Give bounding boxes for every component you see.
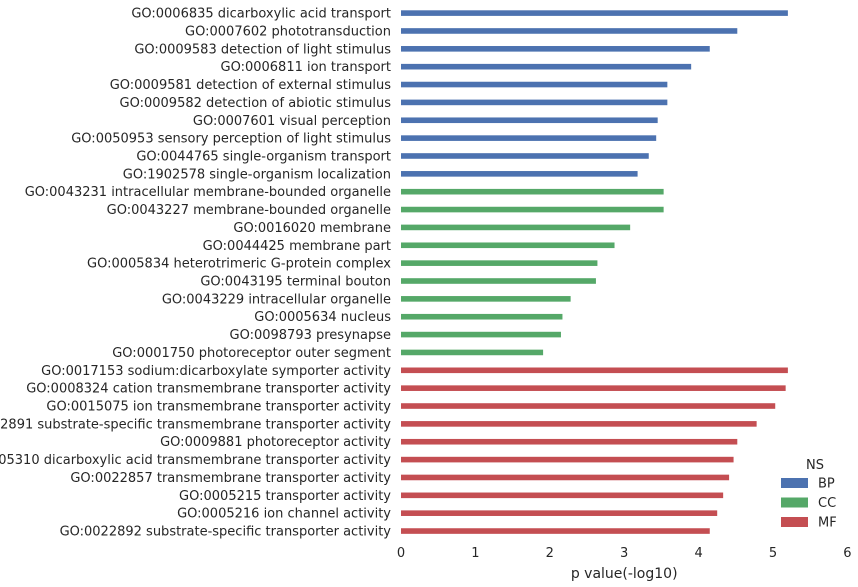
bar-mf	[401, 528, 710, 534]
bar-mf	[401, 367, 788, 374]
legend-label-mf: MF	[818, 516, 837, 531]
category-label: GO:0022892 substrate-specific transporte…	[60, 525, 392, 540]
category-label: GO:0008324 cation transmembrane transpor…	[26, 382, 391, 397]
bar-bp	[401, 81, 668, 88]
category-label: GO:0043231 intracellular membrane-bounde…	[25, 185, 391, 200]
category-label: GO:0016020 membrane	[233, 221, 391, 236]
category-label: GO:1902578 single-organism localization	[123, 167, 391, 182]
bar-bp	[401, 117, 658, 124]
category-label: GO:0007601 visual perception	[193, 114, 391, 129]
x-tick-label: 3	[620, 546, 628, 561]
category-label: GO:0007602 phototransduction	[185, 24, 391, 39]
bar-bp	[401, 46, 710, 52]
x-tick-label: 4	[694, 546, 702, 561]
bar-cc	[401, 331, 561, 338]
category-label: GO:0005634 nucleus	[254, 310, 391, 325]
bar-cc	[401, 278, 596, 284]
x-axis-ticks: 0 1 2 3 4 5 6	[397, 546, 852, 561]
category-label: GO:0009581 detection of external stimulu…	[110, 78, 392, 93]
bar-cc	[401, 349, 544, 356]
bar-bp	[401, 153, 649, 159]
x-axis-label: p value(-log10)	[571, 566, 678, 582]
category-label: GO:0043227 membrane-bounded organelle	[107, 203, 391, 218]
bar-mf	[401, 510, 718, 516]
category-label: GO:0044425 membrane part	[203, 239, 391, 254]
bar-bp	[401, 63, 692, 70]
legend-title: NS	[806, 458, 824, 473]
category-label: GO:0017153 sodium:dicarboxylate symporte…	[41, 364, 391, 379]
bar-mf	[401, 385, 786, 391]
bar-cc	[401, 224, 631, 231]
bar-cc	[401, 260, 598, 266]
legend-label-cc: CC	[818, 496, 836, 511]
bar-cc	[401, 206, 664, 213]
bar-mf	[401, 456, 734, 463]
legend-label-bp: BP	[818, 477, 835, 492]
category-label: GO:0005216 ion channel activity	[177, 507, 391, 522]
x-tick-label: 2	[546, 546, 554, 561]
bar-cc	[401, 296, 571, 302]
bar-mf	[401, 474, 730, 481]
bars-layer	[401, 10, 788, 534]
category-label: GO:0015075 ion transmembrane transporter…	[46, 400, 391, 415]
legend-swatch-mf	[781, 517, 808, 527]
category-label: GO:0022857 transmembrane transporter act…	[70, 471, 391, 486]
category-label: GO:0001750 photoreceptor outer segment	[112, 346, 391, 361]
legend: NS BP CC MF	[781, 458, 837, 531]
bar-mf	[401, 438, 738, 445]
legend-swatch-cc	[781, 497, 808, 508]
category-label: GO:0098793 presynapse	[230, 328, 392, 343]
bar-cc	[401, 188, 664, 195]
category-label: GO:0050953 sensory perception of light s…	[71, 132, 391, 147]
bar-bp	[401, 135, 657, 141]
category-label: GO:0009881 photoreceptor activity	[160, 435, 391, 450]
bar-mf	[401, 421, 757, 427]
category-label: GO:0043195 terminal bouton	[200, 275, 391, 290]
category-label: GO:0006811 ion transport	[221, 60, 392, 75]
category-label: GO:0006835 dicarboxylic acid transport	[131, 7, 391, 22]
bar-bp	[401, 171, 638, 177]
x-tick-label: 0	[397, 546, 405, 561]
legend-swatch-bp	[781, 478, 808, 488]
bar-cc	[401, 313, 563, 320]
x-tick-label: 5	[769, 546, 777, 561]
bar-bp	[401, 10, 788, 16]
category-label: GO:0005215 transporter activity	[179, 489, 391, 504]
category-label: GO:0005310 dicarboxylic acid transmembra…	[0, 453, 391, 468]
bar-mf	[401, 492, 724, 499]
bar-bp	[401, 28, 738, 34]
category-labels: GO:0006835 dicarboxylic acid transport GO…	[0, 7, 391, 540]
x-tick-label: 1	[471, 546, 479, 561]
bar-mf	[401, 403, 776, 409]
category-label: GO:0043229 intracellular organelle	[162, 292, 391, 307]
category-label: GO:0044765 single-organism transport	[136, 149, 391, 164]
category-label: GO:0009583 detection of light stimulus	[134, 42, 391, 57]
bar-bp	[401, 99, 668, 106]
x-tick-label: 6	[843, 546, 851, 561]
bar-cc	[401, 242, 615, 249]
category-label: GO:0009582 detection of abiotic stimulus	[120, 96, 392, 111]
category-label: GO:0005834 heterotrimeric G-protein comp…	[87, 257, 391, 272]
category-label: GO:0022891 substrate-specific transmembr…	[0, 417, 391, 432]
